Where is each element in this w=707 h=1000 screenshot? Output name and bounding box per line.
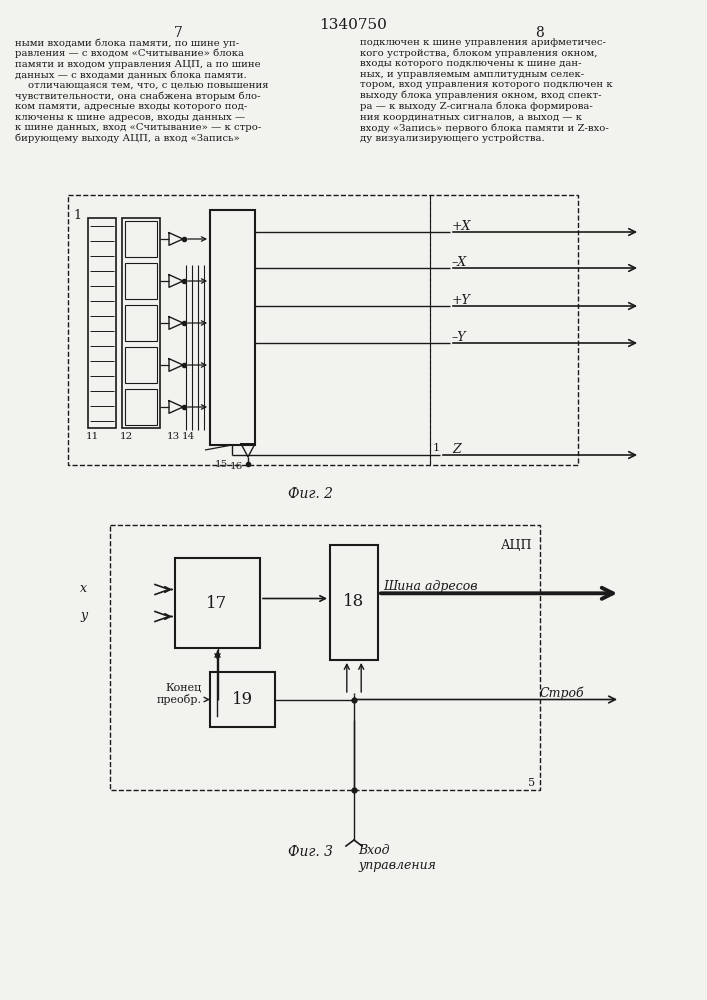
Text: Вход
управления: Вход управления [358,844,436,872]
Text: 15: 15 [215,460,228,469]
Bar [330,545,378,660]
Text: –Y: –Y [452,331,467,344]
Text: y: y [80,608,87,621]
Text: ными входами блока памяти, по шине уп-
равления — с входом «Считывание» блока
па: ными входами блока памяти, по шине уп- р… [15,38,269,143]
Text: Конец
преобр.: Конец преобр. [157,683,202,705]
Text: 12: 12 [120,432,133,441]
Text: Z: Z [452,443,461,456]
Text: Фиг. 3: Фиг. 3 [288,845,332,859]
Bar [210,210,255,445]
Text: Шина адресов: Шина адресов [383,580,477,593]
Bar [88,218,116,428]
Text: 8: 8 [536,26,544,40]
Text: 5: 5 [528,778,535,788]
Text: 13: 13 [167,432,180,441]
Bar [122,218,160,428]
Text: подключен к шине управления арифметичес-
кого устройства, блоком управления окно: подключен к шине управления арифметичес-… [360,38,613,143]
Bar [110,525,540,790]
Text: Фиг. 2: Фиг. 2 [288,487,332,501]
Text: –Х: –Х [452,256,467,269]
Bar [68,195,578,465]
Text: x: x [80,582,87,594]
Text: 1: 1 [73,209,81,222]
Text: 1: 1 [433,443,440,453]
Text: Строб: Строб [540,686,585,700]
Text: 16: 16 [230,462,243,471]
Bar [125,389,157,425]
Text: 14: 14 [182,432,195,441]
Text: 17: 17 [206,594,228,611]
Bar [125,263,157,299]
Bar [175,558,260,648]
Text: +Х: +Х [452,220,472,233]
Bar [125,305,157,341]
Bar [125,221,157,257]
Text: 19: 19 [231,690,252,708]
Text: 1340750: 1340750 [319,18,387,32]
Text: 11: 11 [86,432,99,441]
Text: 7: 7 [173,26,182,40]
Text: АЦП: АЦП [501,539,532,552]
Bar [125,347,157,383]
Bar [210,672,275,727]
Text: +Y: +Y [452,294,471,307]
Text: 18: 18 [344,593,365,610]
